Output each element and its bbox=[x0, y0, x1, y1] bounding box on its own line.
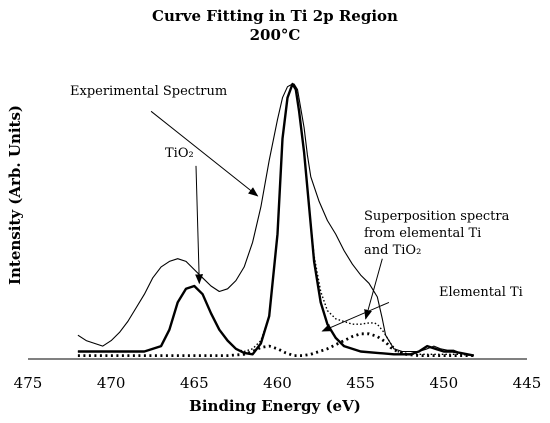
x-tick-label: 445 bbox=[513, 374, 542, 392]
x-tick-label: 470 bbox=[97, 374, 126, 392]
series-layer bbox=[77, 82, 475, 358]
experimental-spectrum-label: Experimental Spectrum bbox=[70, 84, 227, 99]
x-axis-title: Binding Energy (eV) bbox=[189, 397, 361, 415]
annotation-arrow bbox=[321, 301, 390, 332]
tio2-label: TiO₂ bbox=[165, 146, 194, 161]
chart-subtitle: 200°C bbox=[250, 26, 301, 44]
annotation-arrow bbox=[150, 110, 259, 197]
x-tick-label: 465 bbox=[180, 374, 209, 392]
superposition-label: and TiO₂ bbox=[364, 243, 421, 258]
x-tick-label: 455 bbox=[346, 374, 375, 392]
elemental-ti-fit-line bbox=[77, 332, 474, 358]
x-tick-labels: 475 470 465 460 455 450 445 bbox=[14, 374, 542, 392]
elemental-ti-label: Elemental Ti bbox=[439, 285, 523, 300]
annotation-arrow bbox=[195, 165, 204, 285]
x-tick-label: 475 bbox=[14, 374, 43, 392]
superposition-label: from elemental Ti bbox=[364, 226, 481, 241]
annotations: Experimental Spectrum TiO₂ Superposition s… bbox=[70, 84, 523, 332]
y-axis-title: Intensity (Arb. Units) bbox=[6, 105, 24, 285]
superposition-label: Superposition spectra bbox=[364, 209, 510, 224]
annotation-arrow bbox=[364, 258, 383, 320]
superposition-fit-line bbox=[77, 83, 474, 357]
x-tick-label: 460 bbox=[263, 374, 292, 392]
chart-title: Curve Fitting in Ti 2p Region bbox=[152, 7, 398, 25]
x-tick-label: 450 bbox=[430, 374, 459, 392]
